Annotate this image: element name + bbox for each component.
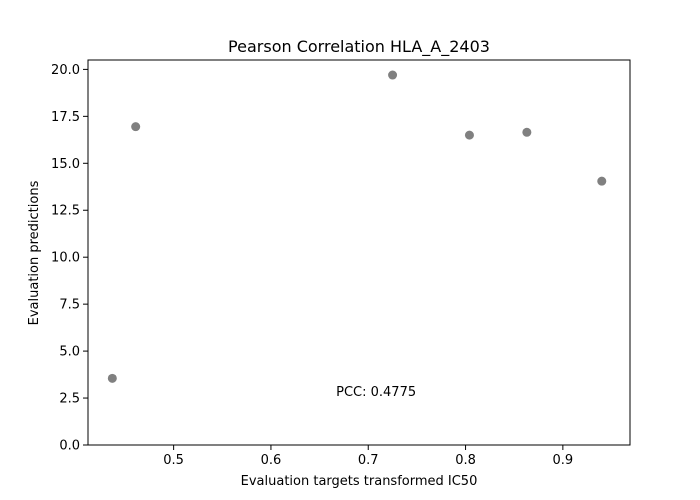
- x-axis: 0.5 0.6 0.7 0.8 0.9: [163, 445, 573, 468]
- x-tick-label: 0.8: [455, 453, 476, 468]
- x-tick-label: 0.5: [163, 453, 184, 468]
- y-tick-label: 0.0: [59, 439, 80, 454]
- x-tick-label: 0.6: [261, 453, 282, 468]
- data-point: [131, 122, 141, 132]
- chart-title: Pearson Correlation HLA_A_2403: [228, 37, 490, 57]
- data-points: [107, 70, 607, 383]
- y-axis-label: Evaluation predictions: [27, 180, 42, 325]
- y-tick-label: 10.0: [51, 251, 80, 266]
- y-tick-label: 20.0: [51, 63, 80, 78]
- x-axis-label: Evaluation targets transformed IC50: [241, 474, 478, 489]
- y-tick-label: 12.5: [51, 204, 80, 219]
- y-tick-label: 7.5: [59, 298, 80, 313]
- y-tick-label: 17.5: [51, 110, 80, 125]
- data-point: [464, 130, 474, 140]
- y-tick-label: 5.0: [59, 345, 80, 360]
- x-tick-label: 0.7: [358, 453, 379, 468]
- pcc-annotation: PCC: 0.4775: [336, 385, 416, 400]
- y-tick-label: 15.0: [51, 157, 80, 172]
- plot-area: [87, 59, 631, 446]
- data-point: [388, 70, 398, 80]
- y-axis: 0.0 2.5 5.0 7.5 10.0 12.5 15.0 17.5 20.0: [51, 63, 88, 454]
- y-tick-label: 2.5: [59, 392, 80, 407]
- data-point: [597, 176, 607, 186]
- x-tick-label: 0.9: [553, 453, 574, 468]
- data-point: [522, 127, 532, 137]
- data-point: [107, 373, 117, 383]
